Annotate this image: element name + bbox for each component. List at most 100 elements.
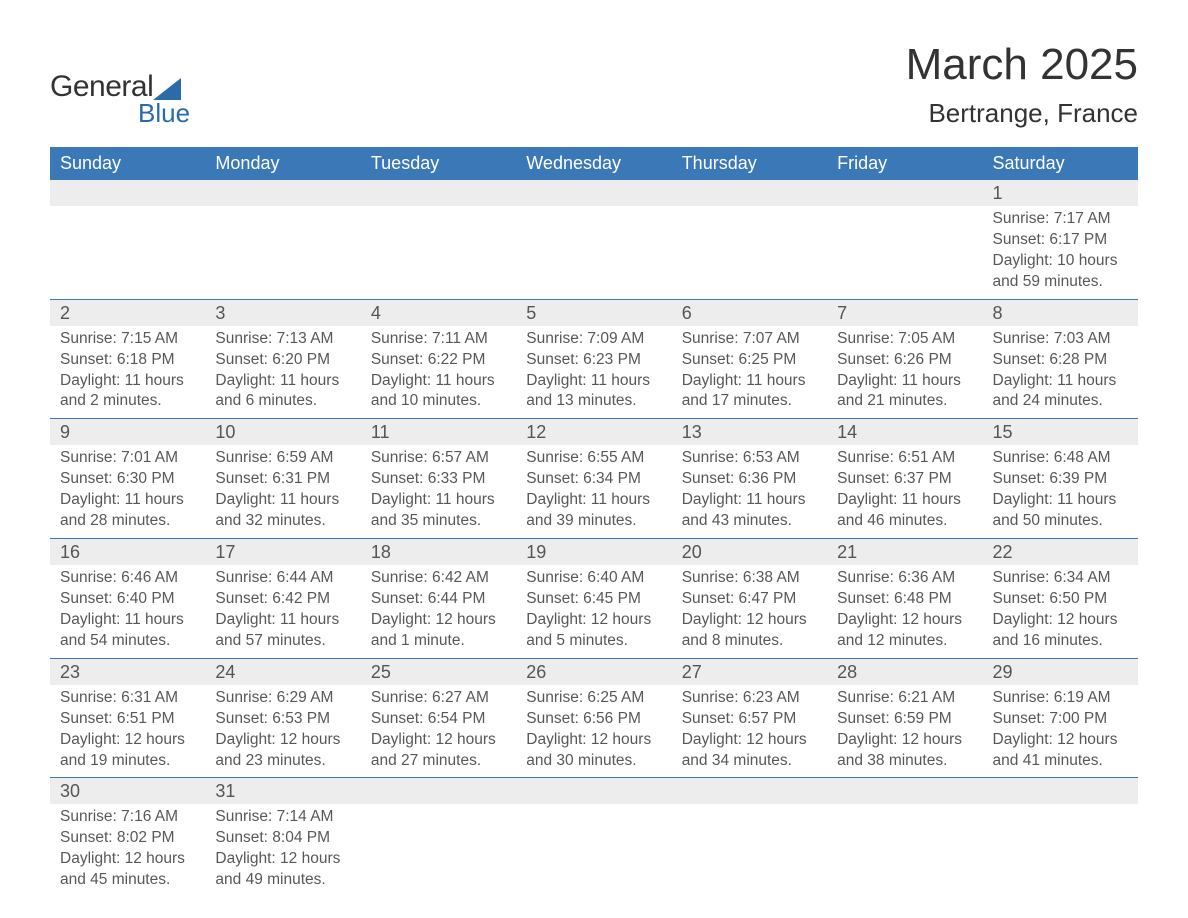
day-info-cell: Sunrise: 6:40 AMSunset: 6:45 PMDaylight:… bbox=[516, 565, 671, 658]
day-info-cell: Sunrise: 7:09 AMSunset: 6:23 PMDaylight:… bbox=[516, 326, 671, 419]
day-info-line: Daylight: 11 hours bbox=[371, 490, 506, 511]
day-info-line: and 13 minutes. bbox=[526, 391, 661, 412]
day-info-line: and 24 minutes. bbox=[993, 391, 1128, 412]
day-info-line: Sunrise: 7:03 AM bbox=[993, 329, 1128, 350]
day-number-cell: 14 bbox=[827, 419, 982, 446]
day-info-line: Sunrise: 6:44 AM bbox=[215, 568, 350, 589]
title-block: March 2025 Bertrange, France bbox=[906, 40, 1138, 129]
day-info-line: Daylight: 11 hours bbox=[682, 490, 817, 511]
dow-header: Saturday bbox=[983, 147, 1138, 180]
day-info-cell: Sunrise: 7:17 AMSunset: 6:17 PMDaylight:… bbox=[983, 206, 1138, 299]
day-info-line: Sunset: 6:33 PM bbox=[371, 469, 506, 490]
day-info-line: Daylight: 12 hours bbox=[682, 730, 817, 751]
day-info-line: Sunrise: 7:11 AM bbox=[371, 329, 506, 350]
day-info-cell: Sunrise: 7:01 AMSunset: 6:30 PMDaylight:… bbox=[50, 445, 205, 538]
day-info-line: Sunrise: 6:27 AM bbox=[371, 688, 506, 709]
day-info-cell: Sunrise: 7:15 AMSunset: 6:18 PMDaylight:… bbox=[50, 326, 205, 419]
day-info-line: Sunset: 6:22 PM bbox=[371, 350, 506, 371]
day-number-cell: 15 bbox=[983, 419, 1138, 446]
day-info-line: and 10 minutes. bbox=[371, 391, 506, 412]
day-info-line: Sunset: 6:31 PM bbox=[215, 469, 350, 490]
day-info-line: Sunset: 6:34 PM bbox=[526, 469, 661, 490]
day-info-line: and 17 minutes. bbox=[682, 391, 817, 412]
day-number-cell bbox=[50, 180, 205, 206]
day-info-line: Sunrise: 7:15 AM bbox=[60, 329, 195, 350]
day-info-line: and 1 minute. bbox=[371, 631, 506, 652]
day-number-row: 3031 bbox=[50, 778, 1138, 805]
day-info-row: Sunrise: 6:46 AMSunset: 6:40 PMDaylight:… bbox=[50, 565, 1138, 658]
day-info-cell: Sunrise: 6:25 AMSunset: 6:56 PMDaylight:… bbox=[516, 685, 671, 778]
dow-header: Tuesday bbox=[361, 147, 516, 180]
day-info-line: Sunset: 6:53 PM bbox=[215, 709, 350, 730]
day-info-cell: Sunrise: 7:14 AMSunset: 8:04 PMDaylight:… bbox=[205, 804, 360, 897]
day-info-line: Sunrise: 7:16 AM bbox=[60, 807, 195, 828]
day-number-cell: 25 bbox=[361, 658, 516, 685]
day-number-cell: 6 bbox=[672, 299, 827, 326]
day-number-cell: 16 bbox=[50, 539, 205, 566]
day-info-line: Daylight: 12 hours bbox=[60, 849, 195, 870]
day-info-cell bbox=[672, 206, 827, 299]
day-info-cell: Sunrise: 6:19 AMSunset: 7:00 PMDaylight:… bbox=[983, 685, 1138, 778]
day-number-cell: 13 bbox=[672, 419, 827, 446]
day-info-line: and 5 minutes. bbox=[526, 631, 661, 652]
day-info-cell: Sunrise: 6:34 AMSunset: 6:50 PMDaylight:… bbox=[983, 565, 1138, 658]
day-info-line: and 27 minutes. bbox=[371, 751, 506, 772]
day-number-cell: 5 bbox=[516, 299, 671, 326]
day-info-line: and 19 minutes. bbox=[60, 751, 195, 772]
day-info-cell: Sunrise: 6:57 AMSunset: 6:33 PMDaylight:… bbox=[361, 445, 516, 538]
day-info-line: Daylight: 11 hours bbox=[993, 371, 1128, 392]
day-info-line: Sunset: 6:56 PM bbox=[526, 709, 661, 730]
day-info-row: Sunrise: 7:15 AMSunset: 6:18 PMDaylight:… bbox=[50, 326, 1138, 419]
day-info-line: Sunrise: 6:40 AM bbox=[526, 568, 661, 589]
day-info-line: Sunset: 6:26 PM bbox=[837, 350, 972, 371]
day-info-row: Sunrise: 7:17 AMSunset: 6:17 PMDaylight:… bbox=[50, 206, 1138, 299]
day-info-line: Sunset: 6:59 PM bbox=[837, 709, 972, 730]
day-number-cell: 22 bbox=[983, 539, 1138, 566]
day-info-line: Sunset: 6:40 PM bbox=[60, 589, 195, 610]
month-title: March 2025 bbox=[906, 40, 1138, 90]
day-number-cell bbox=[672, 778, 827, 805]
day-number-cell bbox=[672, 180, 827, 206]
day-info-cell: Sunrise: 6:21 AMSunset: 6:59 PMDaylight:… bbox=[827, 685, 982, 778]
day-info-line: Sunrise: 6:51 AM bbox=[837, 448, 972, 469]
day-info-line: Sunset: 6:47 PM bbox=[682, 589, 817, 610]
day-number-row: 23242526272829 bbox=[50, 658, 1138, 685]
day-info-row: Sunrise: 7:16 AMSunset: 8:02 PMDaylight:… bbox=[50, 804, 1138, 897]
day-info-line: Sunset: 7:00 PM bbox=[993, 709, 1128, 730]
day-number-cell: 28 bbox=[827, 658, 982, 685]
day-info-line: Daylight: 11 hours bbox=[682, 371, 817, 392]
day-info-cell bbox=[516, 206, 671, 299]
day-info-line: Sunset: 6:23 PM bbox=[526, 350, 661, 371]
day-number-cell: 29 bbox=[983, 658, 1138, 685]
day-info-line: Daylight: 12 hours bbox=[682, 610, 817, 631]
day-info-cell: Sunrise: 6:42 AMSunset: 6:44 PMDaylight:… bbox=[361, 565, 516, 658]
day-info-line: Sunrise: 6:21 AM bbox=[837, 688, 972, 709]
day-info-line: Sunrise: 7:09 AM bbox=[526, 329, 661, 350]
day-info-line: Sunset: 6:51 PM bbox=[60, 709, 195, 730]
day-info-line: Sunrise: 6:34 AM bbox=[993, 568, 1128, 589]
day-info-cell bbox=[516, 804, 671, 897]
day-info-cell: Sunrise: 6:29 AMSunset: 6:53 PMDaylight:… bbox=[205, 685, 360, 778]
day-info-line: Sunrise: 7:01 AM bbox=[60, 448, 195, 469]
day-number-cell: 12 bbox=[516, 419, 671, 446]
day-info-line: Daylight: 11 hours bbox=[526, 490, 661, 511]
day-info-line: Sunrise: 6:31 AM bbox=[60, 688, 195, 709]
day-info-line: Sunrise: 6:53 AM bbox=[682, 448, 817, 469]
day-info-cell: Sunrise: 6:36 AMSunset: 6:48 PMDaylight:… bbox=[827, 565, 982, 658]
dow-header: Thursday bbox=[672, 147, 827, 180]
day-info-cell bbox=[361, 206, 516, 299]
dow-header: Sunday bbox=[50, 147, 205, 180]
day-info-line: Sunrise: 6:23 AM bbox=[682, 688, 817, 709]
day-info-line: Daylight: 12 hours bbox=[526, 730, 661, 751]
day-info-line: Daylight: 11 hours bbox=[215, 490, 350, 511]
day-number-cell: 2 bbox=[50, 299, 205, 326]
day-info-line: Daylight: 11 hours bbox=[837, 490, 972, 511]
day-info-line: Daylight: 10 hours bbox=[993, 251, 1128, 272]
day-info-line: Sunrise: 6:48 AM bbox=[993, 448, 1128, 469]
calendar-table: Sunday Monday Tuesday Wednesday Thursday… bbox=[50, 147, 1138, 897]
day-info-line: Daylight: 11 hours bbox=[60, 490, 195, 511]
day-info-line: Sunrise: 6:55 AM bbox=[526, 448, 661, 469]
day-info-line: Sunset: 6:48 PM bbox=[837, 589, 972, 610]
day-info-line: Sunrise: 7:14 AM bbox=[215, 807, 350, 828]
day-number-cell: 21 bbox=[827, 539, 982, 566]
